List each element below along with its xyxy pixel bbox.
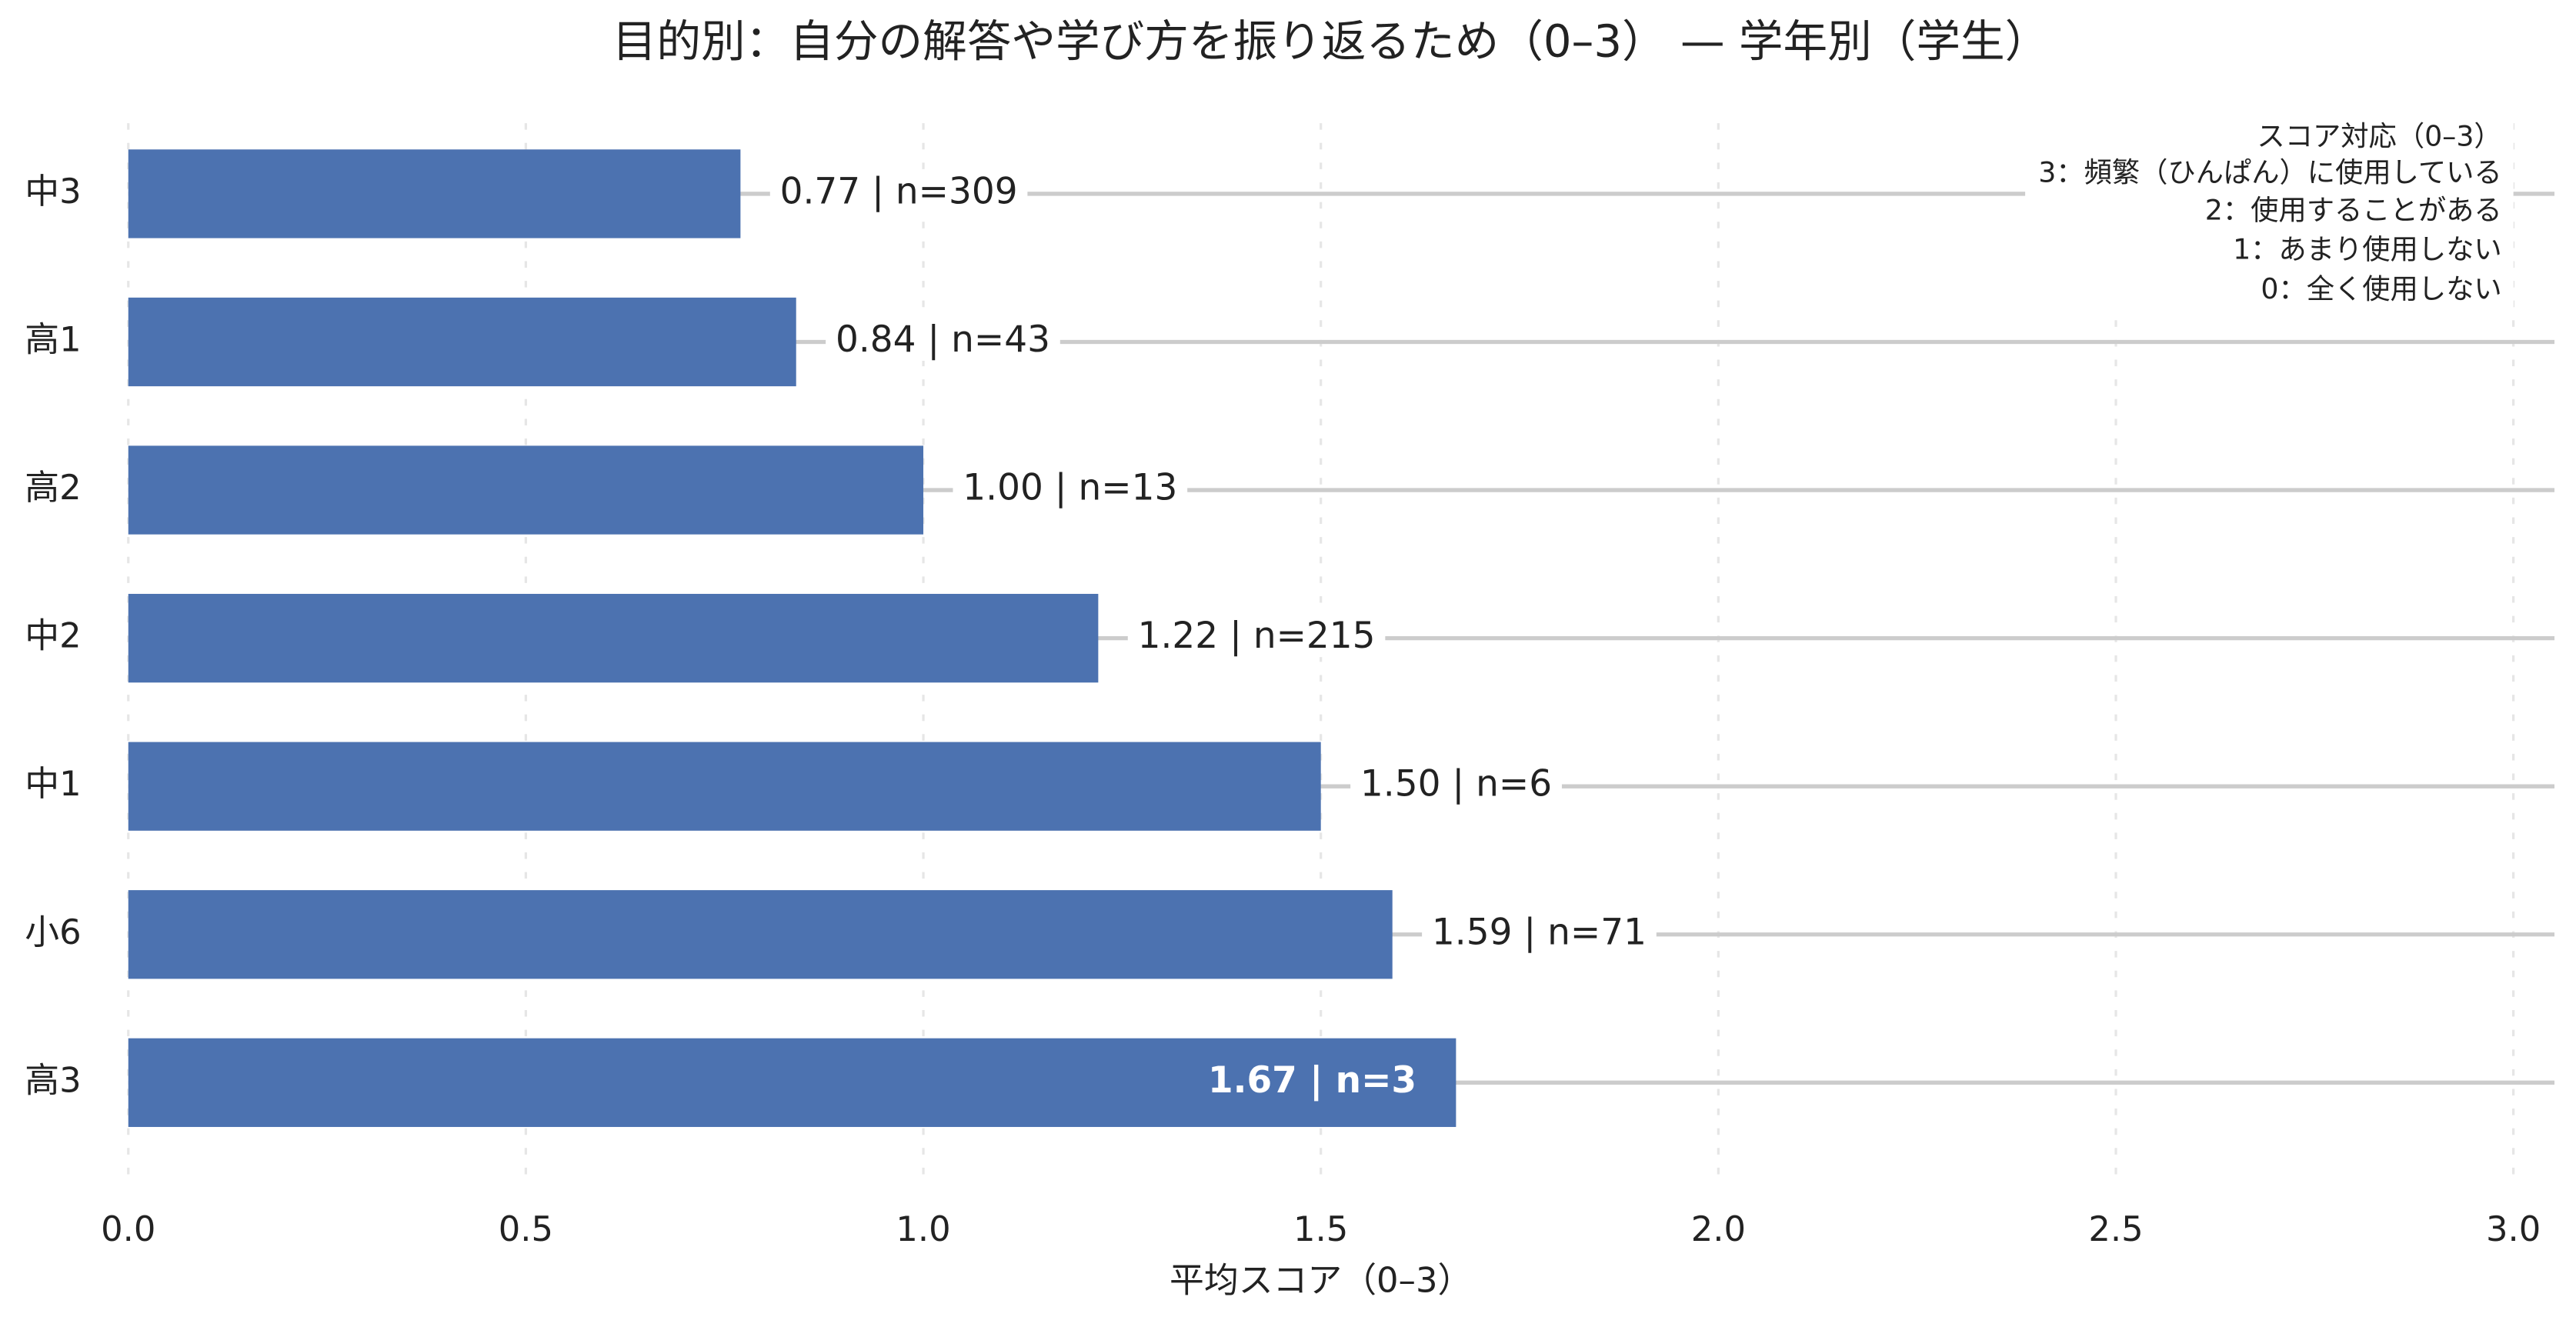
annotation-box <box>2025 115 2514 312</box>
y-tick-label: 高3 <box>25 1059 81 1100</box>
label-bg <box>1127 615 1386 658</box>
y-tick-label: 中3 <box>25 171 81 212</box>
bar <box>128 890 1393 979</box>
annotation: 1：あまり使用しない <box>2233 233 2502 266</box>
bar <box>128 149 741 238</box>
annotation: 3：頻繁（ひんぱん）に使用している <box>2038 155 2502 188</box>
value-label: 1.00 | n=13 <box>963 467 1177 509</box>
value-label: 0.84 | n=43 <box>836 318 1050 361</box>
value-label: 0.77 | n=309 <box>780 170 1018 212</box>
y-tick-label: 小6 <box>25 912 81 952</box>
y-tick-label: 中1 <box>25 763 81 804</box>
annotation: 2：使用することがある <box>2205 193 2502 226</box>
x-tick-label: 1.5 <box>1293 1209 1348 1249</box>
bar <box>128 1038 1457 1127</box>
y-tick-label: 高2 <box>25 467 81 508</box>
y-tick-label: 高1 <box>25 318 81 359</box>
x-tick-label: 1.0 <box>896 1209 950 1249</box>
bar <box>128 297 796 387</box>
x-tick-label: 3.0 <box>2486 1209 2541 1249</box>
label-bg <box>769 170 1028 213</box>
value-label: 1.22 | n=215 <box>1138 615 1376 657</box>
annotation: スコア対応（0–3） <box>2257 119 2501 152</box>
bar <box>128 742 1321 831</box>
label-bg <box>1350 762 1562 805</box>
chart-title: 目的別：自分の解答や学び方を振り返るため（0–3） — 学年別（学生） <box>612 15 2050 67</box>
x-tick-label: 2.0 <box>1691 1209 1746 1249</box>
x-tick-label: 2.5 <box>2088 1209 2143 1249</box>
label-bg <box>953 466 1188 509</box>
bar <box>128 593 1099 683</box>
label-bg <box>826 318 1060 361</box>
value-label: 1.67 | n=3 <box>1208 1059 1416 1102</box>
value-label: 1.59 | n=71 <box>1432 911 1647 953</box>
value-label: 1.50 | n=6 <box>1360 763 1552 805</box>
y-tick-label: 中2 <box>25 615 81 656</box>
x-axis-label: 平均スコア（0–3） <box>1170 1259 1472 1300</box>
label-bg <box>1422 911 1657 954</box>
bar <box>128 445 924 535</box>
x-tick-label: 0.5 <box>499 1209 553 1249</box>
x-tick-label: 0.0 <box>101 1209 155 1249</box>
annotation: 0：全く使用しない <box>2261 272 2501 305</box>
